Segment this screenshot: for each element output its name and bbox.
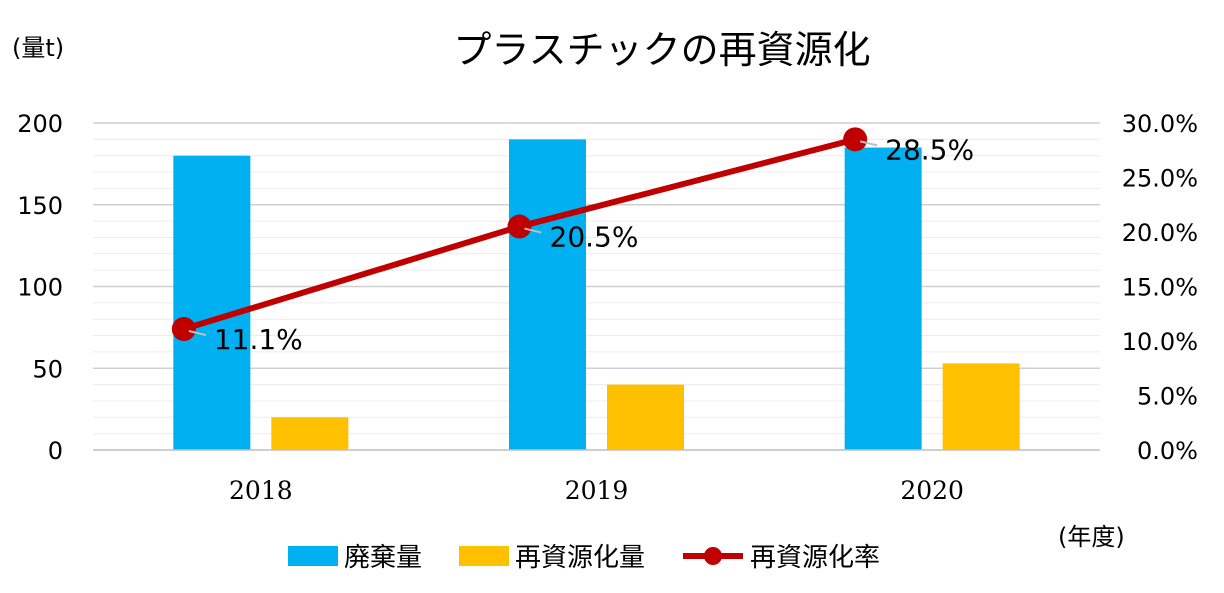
waste-bar [509, 139, 586, 450]
legend-label-rate: 再資源化率 [750, 543, 880, 573]
recycled-bar [271, 417, 349, 450]
rate-point [843, 127, 868, 152]
legend-label-recycled: 再資源化量 [515, 543, 645, 573]
waste-bar [844, 147, 922, 450]
data-label-leader [859, 140, 878, 147]
y2-tick-label: 25.0% [1122, 165, 1198, 193]
gridlines [93, 122, 1100, 435]
y2-tick-label: 15.0% [1122, 274, 1198, 302]
legend-swatch-waste [288, 546, 338, 566]
y2-tick-label: 20.0% [1122, 219, 1198, 247]
rate-data-label: 11.1% [214, 323, 303, 356]
bars [173, 139, 1020, 450]
y-tick-label: 200 [17, 110, 63, 138]
rate-point [171, 317, 196, 342]
rate-data-label: 20.5% [550, 221, 639, 254]
x-tick-label: 2018 [229, 476, 293, 505]
legend-swatch-rate-marker [704, 547, 722, 565]
y-tick-label: 0 [48, 437, 63, 465]
axes: 0 50 100 150 200 0.0% 5.0% 10.0% 15.0% 20.0% 25.0%… [17, 110, 1198, 505]
y2-tick-label: 0.0% [1137, 437, 1198, 465]
legend: 廃棄量 再資源化量 再資源化率 [288, 543, 880, 573]
rate-point [507, 214, 532, 239]
x-tick-label: 2019 [565, 476, 629, 505]
recycled-bar [942, 363, 1020, 450]
legend-swatch-recycled [459, 546, 509, 566]
data-labels: 11.1% 20.5% 28.5% [188, 133, 974, 356]
y2-tick-label: 5.0% [1137, 383, 1198, 411]
waste-bar [173, 155, 251, 450]
y-tick-label: 150 [17, 192, 63, 220]
chart-title: プラスチックの再資源化 [453, 28, 870, 72]
legend-label-waste: 廃棄量 [344, 543, 422, 573]
x-tick-label: 2020 [900, 476, 964, 505]
y-tick-label: 50 [32, 355, 63, 383]
x-axis-unit-label: (年度) [1058, 523, 1125, 551]
rate-data-label: 28.5% [885, 133, 974, 166]
data-label-leader [524, 227, 542, 234]
y-tick-label: 100 [17, 274, 63, 302]
y-axis-unit-label: (量t) [12, 34, 64, 62]
y2-tick-label: 30.0% [1122, 110, 1198, 138]
recycled-bar [607, 384, 684, 450]
y2-tick-label: 10.0% [1122, 328, 1198, 356]
data-label-leader [188, 330, 207, 336]
rate-line [171, 127, 868, 342]
